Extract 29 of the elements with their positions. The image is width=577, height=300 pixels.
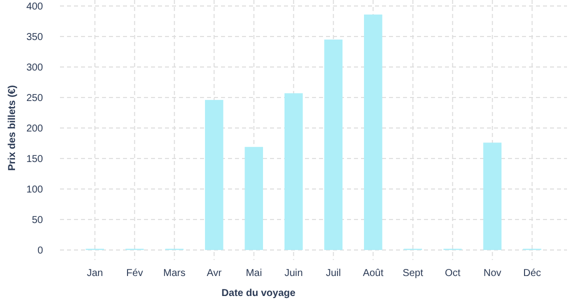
bar <box>324 40 343 250</box>
x-tick-label: Mars <box>163 268 186 279</box>
y-tick-label: 350 <box>26 32 44 43</box>
y-tick-label: 0 <box>37 246 44 256</box>
x-tick-label: Jan <box>86 268 103 279</box>
y-tick-label: 400 <box>26 2 44 12</box>
x-tick-label: Août <box>362 268 384 279</box>
x-tick-label: Avr <box>206 268 222 279</box>
x-tick-label: Fév <box>126 268 143 279</box>
bar <box>483 142 502 250</box>
x-tick-label: Juin <box>284 268 303 279</box>
x-tick-label: Oct <box>444 268 461 279</box>
x-axis-title: Date du voyage <box>222 288 296 299</box>
x-tick-label: Juil <box>326 268 341 279</box>
y-axis-title: Prix des billets (€) <box>7 85 18 171</box>
bar <box>364 14 382 250</box>
y-tick-label: 100 <box>26 184 44 196</box>
bar <box>204 100 224 250</box>
x-tick-label: Mai <box>246 268 262 279</box>
bar <box>284 93 303 250</box>
x-tick-label: Sept <box>402 268 424 279</box>
y-tick-label: 250 <box>26 93 44 104</box>
x-tick-label: Nov <box>483 268 502 279</box>
y-tick-label: 200 <box>26 124 44 134</box>
y-tick-label: 150 <box>26 154 44 165</box>
bar <box>244 146 264 250</box>
y-tick-label: 50 <box>32 215 44 226</box>
y-tick-label: 300 <box>26 62 44 74</box>
x-tick-label: Déc <box>523 268 542 279</box>
